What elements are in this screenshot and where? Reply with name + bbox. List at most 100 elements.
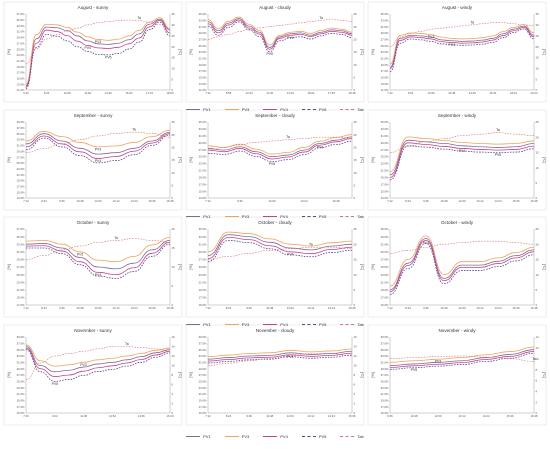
chart-november-windy-annotation-ta: Ta (532, 357, 536, 361)
chart-august-cloudy-frame (185, 1, 365, 103)
chart-november-cloudy-ytick-left: 19.0% (199, 399, 207, 403)
chart-november-sunny-ytick-right: 10 (172, 364, 176, 368)
chart-october-cloudy-ylabel-right: [°C] (360, 264, 364, 270)
chart-november-windy-ytick-left: 33.0% (381, 354, 389, 358)
chart-september-cloudy-title: September - cloudy (255, 113, 296, 118)
chart-september-windy-ytick-left: 17.0% (381, 182, 389, 186)
legend-swatch-pv1 (186, 108, 201, 110)
legend-entry-pv5: PV5 (301, 322, 326, 327)
chart-august-sunny-ylabel-left: [%] (7, 49, 11, 54)
chart-september-windy-xtick: 16:48 (531, 199, 538, 203)
chart-august-cloudy-series-pv4 (207, 19, 353, 50)
chart-october-windy-ylabel-left: [%] (371, 264, 375, 269)
legend-swatch-pv4 (263, 323, 278, 325)
chart-august-cloudy-ytick-left: 15.0% (199, 76, 207, 80)
chart-august-sunny-ytick-left: 15.0% (17, 77, 25, 81)
chart-october-cloudy-series-tair (207, 246, 353, 260)
chart-october-sunny-ytick-left: 17.0% (17, 303, 25, 307)
chart-november-cloudy-series-pv1 (207, 350, 353, 360)
legend-swatch-tair (340, 323, 355, 325)
chart-november-windy-xtick: 10:48 (411, 414, 418, 418)
chart-november-sunny-ytick-left: 35.0% (17, 348, 25, 352)
chart-october-windy-ytick-left: 31.0% (381, 242, 389, 246)
chart-october-sunny-ytick-right: 5 (172, 284, 174, 288)
chart-september-windy-annotation-ta: Ta (496, 128, 500, 132)
chart-october-cloudy-ytick-left: 15.0% (199, 303, 207, 307)
chart-september-cloudy-xtick: 7:12 (205, 199, 211, 203)
chart-october-cloudy-ytick-left: 35.0% (199, 227, 207, 231)
chart-october-sunny-xtick: 12:00 (95, 306, 102, 310)
chart-october-sunny-series-pv3 (25, 236, 171, 263)
chart-august-cloudy: August - cloudy [%] [°C] 11.0% 13.0% 15.0% 17.… (185, 1, 365, 103)
chart-october-cloudy-ytick-left: 33.0% (199, 235, 207, 239)
chart-november-cloudy-ytick-right: 14 (354, 345, 358, 349)
chart-september-windy-ytick-left: 13.0% (381, 196, 389, 200)
legend-label-pv5: PV5 (318, 433, 327, 439)
chart-august-sunny-xtick: 6:40 (23, 91, 29, 95)
chart-august-sunny-xtick: 18:00 (167, 91, 174, 95)
chart-september-sunny-annotation-ta: Ta (132, 128, 136, 132)
chart-september-cloudy-annotation-pv5: PV5 (269, 162, 276, 166)
chart-september-sunny-ytick-left: 23.0% (17, 167, 25, 171)
chart-august-cloudy-ytick-left: 33.0% (199, 19, 207, 23)
chart-august-cloudy-ytick-right: 25 (354, 25, 358, 29)
chart-november-windy-xtick: 13:12 (459, 414, 466, 418)
chart-august-windy-ytick-right: 35 (536, 12, 540, 16)
chart-september-windy-ytick-left: 25.0% (381, 155, 389, 159)
chart-september-windy-xtick: 9:36 (423, 199, 429, 203)
chart-november-cloudy-ytick-left: 25.0% (199, 380, 207, 384)
chart-november-windy-xtick: 14:24 (483, 414, 490, 418)
chart-november-cloudy-ytick-right: 0 (354, 411, 356, 415)
chart-november-cloudy-ytick-right: 8 (354, 373, 356, 377)
chart-october-cloudy-ytick-right: 10 (354, 273, 358, 277)
chart-september-sunny-frame (3, 109, 183, 211)
chart-october-sunny-series-pv4 (25, 241, 171, 276)
legend-label-pv1: PV1 (203, 106, 211, 112)
chart-august-windy-series-pv5 (389, 28, 535, 73)
legend-swatch-pv5 (301, 435, 316, 437)
chart-september-windy-annotation-pv4: PV4 (459, 149, 466, 153)
chart-october-windy-ytick-left: 17.0% (381, 296, 389, 300)
legend-entry-tair: Tair (340, 322, 364, 327)
chart-august-sunny-annotation-pv3: PV3 (95, 40, 102, 44)
chart-august-windy-annotation-pv4: PV4 (449, 43, 456, 47)
chart-october-cloudy-xtick: 14:24 (328, 306, 335, 310)
legend-label-pv3: PV3 (241, 433, 250, 439)
chart-august-sunny-ytick-left: 23.0% (17, 53, 25, 57)
chart-august-sunny-series-tair (25, 19, 171, 65)
chart-september-sunny-series-pv5 (25, 134, 171, 164)
chart-september-windy-ytick-left: 23.0% (381, 162, 389, 166)
chart-september-cloudy-ytick-right: 25 (354, 133, 358, 137)
chart-october-windy-ytick-right: 25 (536, 227, 540, 231)
legend-entry-pv4: PV4 (263, 107, 288, 112)
legend-entry-pv1: PV1 (186, 322, 211, 327)
chart-november-sunny-ytick-right: 4 (172, 392, 174, 396)
chart-september-cloudy-frame (185, 109, 365, 211)
chart-october-cloudy-xtick: 8:24 (226, 306, 232, 310)
chart-september-sunny-ytick-right: 5 (172, 184, 174, 188)
chart-november-sunny-ytick-left: 39.0% (17, 335, 25, 339)
chart-october-sunny-ytick-right: 20 (172, 227, 176, 231)
chart-august-cloudy-ytick-right: 0 (354, 88, 356, 92)
chart-november-cloudy-ytick-left: 37.0% (199, 342, 207, 346)
chart-november-sunny-series-tair (25, 346, 171, 381)
chart-september-sunny-xtick: 10:48 (77, 199, 84, 203)
chart-october-sunny-ytick-left: 21.0% (17, 288, 25, 292)
legend-swatch-pv1 (186, 215, 201, 217)
chart-october-cloudy-annotation-pv4: PV4 (287, 252, 294, 256)
chart-october-sunny-ytick-left: 33.0% (17, 242, 25, 246)
chart-september-windy-xtick: 8:24 (405, 199, 411, 203)
chart-october-windy-ytick-left: 15.0% (381, 303, 389, 307)
chart-october-windy-xtick: 7:12 (387, 306, 393, 310)
chart-september-sunny-ytick-left: 19.0% (17, 179, 25, 183)
chart-november-sunny-ytick-left: 19.0% (17, 399, 25, 403)
chart-november-cloudy-ytick-left: 29.0% (199, 367, 207, 371)
legend-entry-pv5: PV5 (301, 433, 327, 439)
chart-november-windy-ytick-right: 6 (536, 379, 538, 383)
chart-august-windy-ytick-right: 15 (536, 56, 540, 60)
chart-october-windy-ytick-right: 10 (536, 273, 540, 277)
chart-october-windy-ytick-left: 23.0% (381, 273, 389, 277)
chart-november-cloudy-ytick-left: 17.0% (199, 405, 207, 409)
chart-october-windy-annotation-pv4: PV4 (423, 241, 430, 245)
chart-august-cloudy-ytick-left: 25.0% (199, 44, 207, 48)
